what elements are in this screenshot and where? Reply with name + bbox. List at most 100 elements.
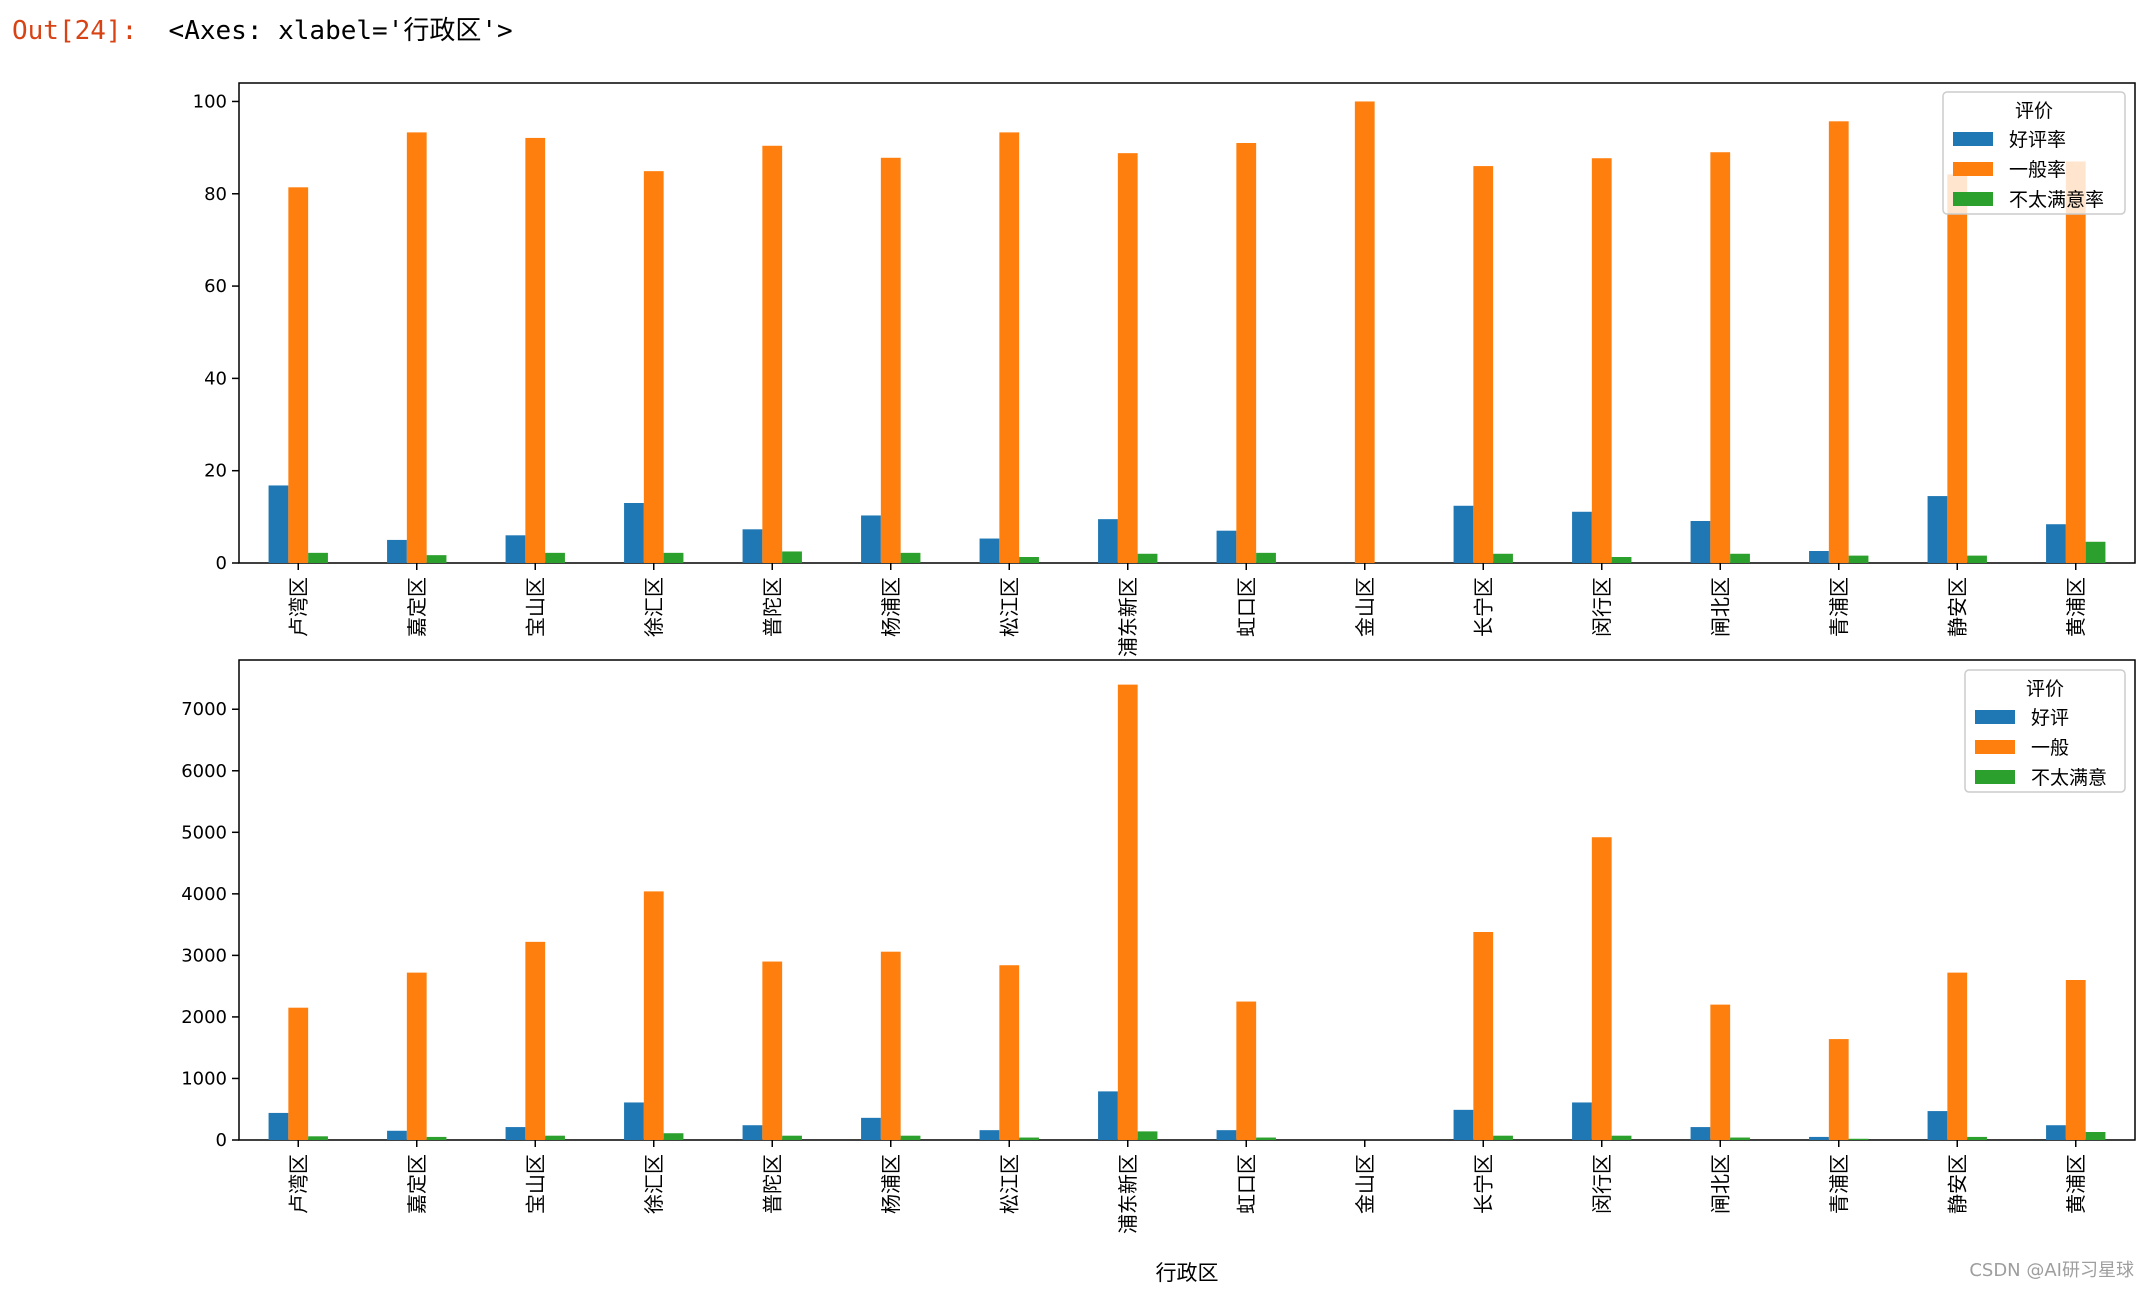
bar xyxy=(782,1135,802,1140)
x-tick-label: 杨浦区 xyxy=(879,577,903,637)
legend-label: 不太满意率 xyxy=(2009,189,2104,211)
y-tick-label: 60 xyxy=(204,276,227,297)
bar xyxy=(2085,1132,2106,1140)
bar xyxy=(1493,553,1513,563)
bar xyxy=(999,132,1020,563)
bar xyxy=(1947,174,1968,563)
y-tick-label: 80 xyxy=(204,184,227,205)
x-tick-label: 卢湾区 xyxy=(286,1154,310,1214)
bar xyxy=(880,157,901,563)
y-tick-label: 3000 xyxy=(181,945,227,966)
bar xyxy=(1236,1001,1257,1140)
bar xyxy=(545,1135,565,1140)
legend-title: 评价 xyxy=(2015,100,2053,122)
bar xyxy=(308,1136,328,1140)
bar xyxy=(1690,521,1711,563)
x-tick-label: 徐汇区 xyxy=(642,1154,666,1214)
legend-title: 评价 xyxy=(2026,678,2064,700)
bar xyxy=(979,538,1000,563)
bar xyxy=(861,1117,881,1140)
bar xyxy=(1216,1130,1237,1140)
bar xyxy=(1473,932,1494,1140)
bar xyxy=(2046,1125,2066,1140)
bar xyxy=(1117,684,1138,1140)
bar xyxy=(762,145,783,563)
bar xyxy=(663,1133,684,1140)
legend-label: 好评率 xyxy=(2009,129,2066,151)
bar xyxy=(900,1135,921,1140)
bar xyxy=(742,529,763,563)
bar xyxy=(1453,505,1474,563)
x-tick-label: 黄浦区 xyxy=(2064,577,2088,637)
bar xyxy=(1572,511,1592,563)
x-tick-label: 闵行区 xyxy=(1590,1154,1614,1214)
x-tick-label: 静安区 xyxy=(1945,577,1969,637)
x-tick-label: 黄浦区 xyxy=(2064,1154,2088,1214)
bar xyxy=(1730,553,1750,563)
x-tick-label: 徐汇区 xyxy=(642,577,666,637)
bar xyxy=(1611,557,1632,563)
y-tick-label: 100 xyxy=(193,91,227,112)
legend-swatch xyxy=(1975,770,2015,784)
bar xyxy=(1710,1004,1731,1140)
y-tick-label: 2000 xyxy=(181,1007,227,1028)
y-tick-label: 0 xyxy=(216,1130,227,1151)
bar xyxy=(900,552,921,563)
y-tick-label: 6000 xyxy=(181,761,227,782)
bar xyxy=(268,485,289,563)
output-prompt: Out[24]: xyxy=(12,16,138,46)
bar xyxy=(1730,1137,1750,1140)
bar xyxy=(406,132,427,563)
bar xyxy=(742,1125,763,1140)
bar xyxy=(1690,1127,1711,1140)
count-chart-panel: 0 1000 2000 3000 4000 5000 6000 7000 卢湾区 嘉定区 宝山区 徐汇… xyxy=(181,659,2136,1285)
bar xyxy=(663,552,684,563)
bar xyxy=(1572,1102,1592,1140)
x-tick-label: 宝山区 xyxy=(523,577,547,637)
bar xyxy=(999,965,1020,1140)
x-tick-label: 松江区 xyxy=(997,577,1021,637)
bar xyxy=(426,1136,447,1140)
axes-frame xyxy=(238,82,2136,564)
rate-chart-panel: 0 20 40 60 80 100 卢湾区 嘉定区 宝山区 徐汇区 普陀区 杨浦区 松江区 浦东新区 虹口区… xyxy=(193,82,2136,657)
bar xyxy=(1236,143,1257,563)
x-tick-label: 长宁区 xyxy=(1471,577,1495,637)
bar xyxy=(1256,552,1276,563)
bar xyxy=(387,539,407,563)
y-tick-label: 7000 xyxy=(181,699,227,720)
bar xyxy=(1591,158,1612,563)
bar xyxy=(288,187,309,564)
bar xyxy=(288,1007,309,1140)
bar xyxy=(1137,1131,1158,1140)
y-tick-label: 0 xyxy=(216,553,227,574)
axes-frame xyxy=(238,659,2136,1141)
legend-swatch xyxy=(1953,132,1993,146)
bar xyxy=(643,891,664,1140)
watermark: CSDN @AI研习星球 xyxy=(1969,1260,2134,1281)
x-tick-label: 松江区 xyxy=(997,1154,1021,1214)
bar xyxy=(426,555,447,563)
bar xyxy=(308,552,328,563)
bar xyxy=(545,552,565,563)
x-tick-label: 浦东新区 xyxy=(1116,1154,1140,1234)
bar xyxy=(2046,524,2066,563)
x-tick-label: 宝山区 xyxy=(523,1154,547,1214)
x-tick-label: 闸北区 xyxy=(1708,577,1732,637)
bar xyxy=(1493,1135,1513,1140)
bar xyxy=(624,503,644,563)
bar xyxy=(624,1102,644,1140)
bar xyxy=(1098,519,1118,563)
bar xyxy=(1473,166,1494,564)
x-tick-label: 静安区 xyxy=(1945,1154,1969,1214)
legend-swatch xyxy=(1975,710,2015,724)
legend-label: 一般率 xyxy=(2009,159,2066,181)
bar xyxy=(861,515,881,563)
bar xyxy=(1947,972,1968,1140)
bar xyxy=(762,961,783,1140)
legend-swatch xyxy=(1953,192,1993,206)
bar xyxy=(1137,553,1158,563)
x-tick-label: 普陀区 xyxy=(760,577,784,637)
bar xyxy=(268,1112,289,1140)
bar xyxy=(1611,1135,1632,1140)
